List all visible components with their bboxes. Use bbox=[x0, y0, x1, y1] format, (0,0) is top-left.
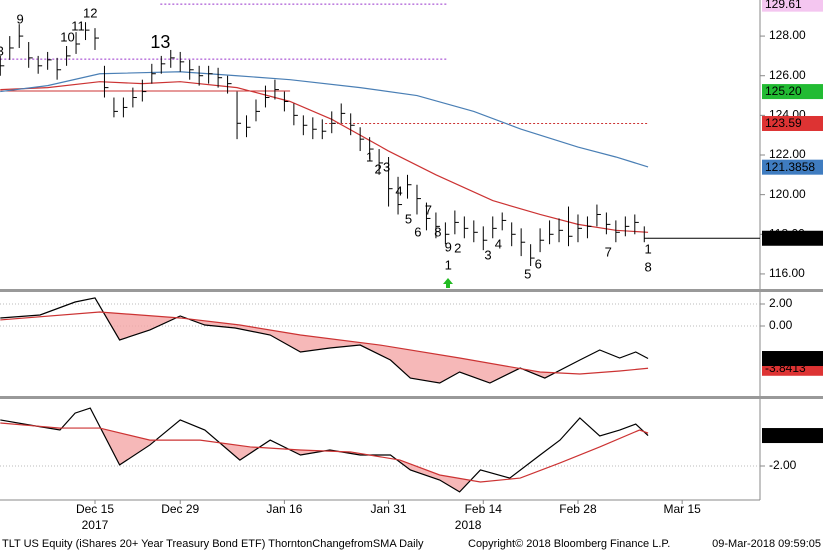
value-box-label: 129.61 bbox=[765, 0, 802, 11]
count-label: 5 bbox=[405, 211, 412, 226]
footer-left: TLT US Equity (iShares 20+ Year Treasury… bbox=[2, 538, 424, 550]
count-label: 9 bbox=[445, 239, 452, 254]
panel-separator bbox=[0, 289, 823, 292]
value-box bbox=[762, 351, 823, 367]
value-box bbox=[762, 115, 823, 131]
value-box-label: -2.9541 bbox=[765, 351, 806, 365]
y-tick-label: 128.00 bbox=[769, 28, 806, 42]
count-label: 7 bbox=[425, 202, 432, 217]
year-label: 2018 bbox=[455, 518, 482, 532]
count-label: 1 bbox=[445, 257, 452, 272]
buy-arrow bbox=[443, 278, 453, 288]
count-label: 10 bbox=[60, 29, 74, 44]
value-box-label: 121.3858 bbox=[765, 160, 815, 174]
value-box bbox=[762, 84, 823, 100]
panel-separator bbox=[0, 396, 823, 399]
line bbox=[0, 311, 649, 375]
line bbox=[0, 407, 649, 493]
count-label: 8 bbox=[434, 224, 441, 239]
count-label: 3 bbox=[383, 160, 390, 175]
year-label: 2017 bbox=[82, 518, 109, 532]
x-tick-label: Dec 15 bbox=[76, 502, 114, 516]
count-label: 3 bbox=[0, 43, 4, 58]
count-label: 2 bbox=[375, 162, 382, 177]
count-label: 4 bbox=[395, 184, 402, 199]
x-tick-label: Dec 29 bbox=[161, 502, 199, 516]
y-tick-label: -2.00 bbox=[769, 458, 797, 472]
count-label: 1 bbox=[366, 149, 373, 164]
y-tick-label: 120.00 bbox=[769, 187, 806, 201]
fill-area bbox=[0, 312, 649, 384]
count-label: 7 bbox=[605, 244, 612, 259]
count-label: 11 bbox=[71, 19, 85, 34]
count-label: 3 bbox=[484, 247, 491, 262]
value-box-label: 125.20 bbox=[765, 84, 802, 98]
line bbox=[0, 297, 649, 384]
y-tick-label: 126.00 bbox=[769, 68, 806, 82]
count-label: 6 bbox=[414, 224, 421, 239]
y-tick-label: 0.00 bbox=[769, 318, 793, 332]
value-box bbox=[762, 159, 823, 175]
line bbox=[0, 71, 649, 168]
x-tick-label: Mar 15 bbox=[663, 502, 701, 516]
line bbox=[0, 422, 649, 483]
count-label: 1 bbox=[644, 241, 651, 256]
value-box-label: 117.80 bbox=[765, 231, 801, 245]
count-label: 13 bbox=[150, 32, 170, 52]
x-tick-label: Feb 14 bbox=[465, 502, 503, 516]
x-tick-label: Jan 31 bbox=[371, 502, 407, 516]
value-box bbox=[762, 428, 823, 444]
y-tick-label: 116.00 bbox=[769, 266, 805, 280]
value-box-label: -0.3068 bbox=[765, 428, 806, 442]
x-tick-label: Feb 28 bbox=[559, 502, 597, 516]
x-tick-label: Jan 16 bbox=[266, 502, 302, 516]
count-label: 4 bbox=[495, 236, 502, 251]
fill-area bbox=[0, 423, 649, 492]
value-box-label: 123.59 bbox=[765, 116, 802, 130]
value-box bbox=[762, 0, 823, 12]
count-label: 8 bbox=[644, 259, 651, 274]
count-label: 5 bbox=[524, 266, 531, 281]
value-box bbox=[762, 230, 823, 246]
y-tick-label: 2.00 bbox=[769, 296, 793, 310]
footer-right: 09-Mar-2018 09:59:05 bbox=[712, 538, 821, 550]
count-label: 9 bbox=[17, 12, 24, 27]
footer-center: Copyright© 2018 Bloomberg Finance L.P. bbox=[468, 538, 670, 550]
count-label: 2 bbox=[454, 240, 461, 255]
count-label: 6 bbox=[535, 256, 542, 271]
count-label: 12 bbox=[83, 6, 97, 21]
y-tick-label: 122.00 bbox=[769, 147, 806, 161]
